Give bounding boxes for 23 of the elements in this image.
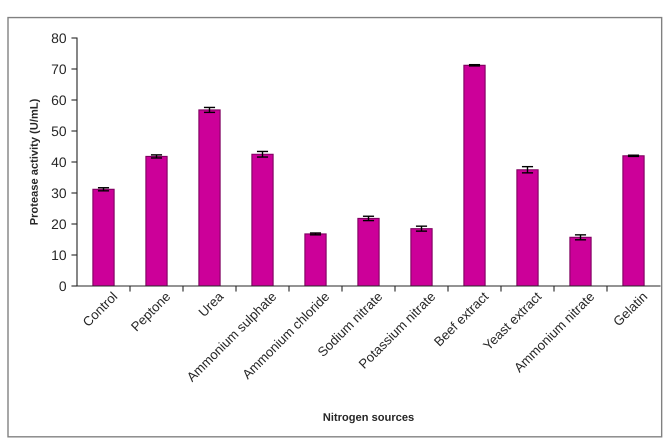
y-tick-label: 40	[51, 157, 66, 168]
bar	[251, 154, 274, 286]
y-axis-title: Protease activity (U/mL)	[30, 99, 40, 225]
y-tick-label: 70	[52, 64, 66, 74]
bar	[622, 155, 645, 286]
bar	[198, 109, 221, 286]
bar	[92, 188, 115, 286]
bar	[145, 156, 168, 286]
bar	[304, 233, 327, 286]
y-tick-label: 20	[52, 219, 66, 230]
bar	[410, 228, 433, 286]
y-tick-label: 0	[59, 281, 66, 292]
x-tick-label: Urea	[198, 290, 224, 318]
y-tick-label: 10	[52, 250, 66, 260]
y-tick-label: 60	[52, 95, 66, 106]
y-tick-label: 30	[52, 188, 66, 198]
y-tick-label: 80	[52, 33, 66, 44]
bar	[357, 218, 380, 286]
bar	[516, 169, 539, 286]
x-axis-title: Nitrogen sources	[324, 412, 414, 424]
y-tick-label: 50	[52, 126, 66, 136]
bar	[463, 64, 486, 286]
bar	[569, 236, 592, 286]
